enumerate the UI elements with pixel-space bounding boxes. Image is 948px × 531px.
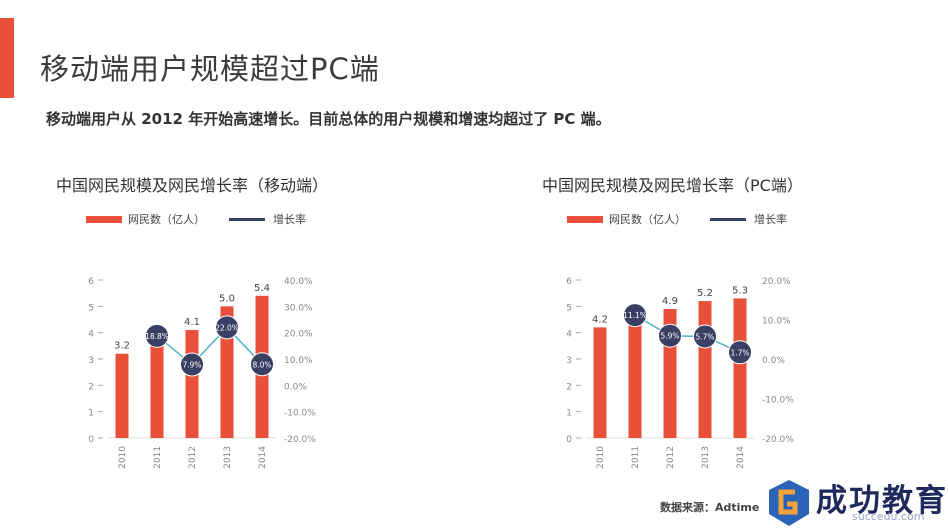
x-tick-label: 2011 [153,446,163,469]
growth-point [180,352,204,377]
page-subtitle: 移动端用户从 2012 年开始高速增长。目前总体的用户规模和增速均超过了 PC … [46,110,611,128]
y-right-tick-label: 0.0% [284,382,307,392]
growth-point-label: 18.8% [145,332,169,341]
x-tick-label: 2012 [188,446,198,469]
y-left-tick-label: 6 [566,277,572,287]
legend-label-growth: 增长率 [754,213,787,226]
bar [698,301,712,438]
y-right-tick-label: 10.0% [284,356,313,366]
chart-title-mobile: 中国网民规模及网民增长率（移动端） [56,176,329,195]
x-tick-label: 2012 [666,446,676,469]
y-left-tick-label: 3 [88,356,94,366]
bar [115,353,129,438]
y-left-tick-label: 6 [88,277,94,287]
legend-swatch-line [710,217,746,221]
growth-point-label: 1.7% [730,348,749,357]
bar-value-label: 5.4 [254,283,270,294]
growth-point-label: 7.9% [182,361,201,370]
y-left-tick-label: 1 [566,409,572,419]
y-left-tick-label: 5 [566,303,572,313]
y-right-tick-label: 10.0% [762,317,791,327]
x-tick-label: 2013 [701,446,711,469]
growth-point-label: 5.9% [660,332,679,341]
growth-point-label: 5.7% [695,332,714,341]
x-tick-label: 2014 [258,446,268,469]
legend-label-users: 网民数（亿人） [128,213,205,226]
legend-label-users: 网民数（亿人） [609,213,686,226]
bar-value-label: 4.2 [592,314,608,325]
watermark-text: 成功教育 [816,483,948,519]
growth-point-label: 22.0% [215,323,239,332]
y-right-tick-label: -10.0% [284,409,316,419]
y-right-tick-label: -20.0% [762,435,794,445]
bar [593,327,607,438]
growth-point [693,324,717,349]
y-left-tick-label: 1 [88,409,94,419]
bar [628,316,642,438]
y-right-tick-label: 20.0% [762,277,791,287]
growth-point [250,352,274,377]
x-tick-label: 2010 [596,446,606,469]
growth-point [145,323,169,348]
growth-line [156,326,263,366]
growth-point [658,323,682,348]
y-left-tick-label: 4 [566,330,572,340]
y-right-tick-label: -10.0% [762,396,794,406]
growth-point-label: 11.1% [623,311,647,320]
chart-mobile: 0 1 2 3 4 5 6 -20.0% -10.0% 0.0% 10.0% 20.0% 30.0% 40… [88,277,316,469]
y-left-tick-label: 0 [566,435,572,445]
bar-value-label: 5.2 [697,288,713,299]
legend-pc: 网民数（亿人） 增长率 [567,211,787,227]
chart-title-pc: 中国网民规模及网民增长率（PC端） [542,176,803,195]
y-left-tick-label: 4 [88,330,94,340]
legend-swatch-bar [86,215,122,223]
bar-value-label: 5.0 [219,293,235,304]
x-tick-label: 2013 [223,446,233,469]
watermark-logo-icon [769,480,809,526]
y-right-tick-label: 40.0% [284,277,313,287]
watermark-url: succedu.com [852,510,925,523]
bar-value-label: 4.9 [662,296,678,307]
legend-swatch-line [229,217,265,221]
accent-bar [0,18,14,98]
y-right-tick-label: 20.0% [284,330,313,340]
x-tick-label: 2010 [118,446,128,469]
chart-pc: 0 1 2 3 4 5 6 -20.0% -10.0% 0.0% 10.0% 20.0% 4.2 2010… [566,277,794,469]
y-left-tick-label: 5 [88,303,94,313]
bar-value-label: 3.2 [114,341,130,352]
growth-point [215,315,239,340]
y-left-tick-label: 0 [88,435,94,445]
y-left-tick-label: 3 [566,356,572,366]
legend-label-growth: 增长率 [273,213,306,226]
growth-line [634,314,741,353]
y-right-tick-label: -20.0% [284,435,316,445]
y-left-tick-label: 2 [88,382,94,392]
bar [150,343,164,438]
growth-point [728,340,752,365]
data-source: 数据来源：Adtime [660,501,760,514]
y-left-tick-label: 2 [566,382,572,392]
bar-value-label: 5.3 [732,285,748,296]
bar [733,298,747,438]
y-right-tick-label: 0.0% [762,356,785,366]
y-right-tick-label: 30.0% [284,303,313,313]
growth-point [623,303,647,328]
growth-point-label: 8.0% [252,360,271,369]
page-title: 移动端用户规模超过PC端 [40,52,380,86]
legend-swatch-bar [567,215,603,223]
bar-value-label: 4.1 [184,317,200,328]
legend-mobile: 网民数（亿人） 增长率 [86,211,306,227]
bar [220,306,234,438]
x-tick-label: 2011 [631,446,641,469]
bar [185,330,199,438]
x-tick-label: 2014 [736,446,746,469]
